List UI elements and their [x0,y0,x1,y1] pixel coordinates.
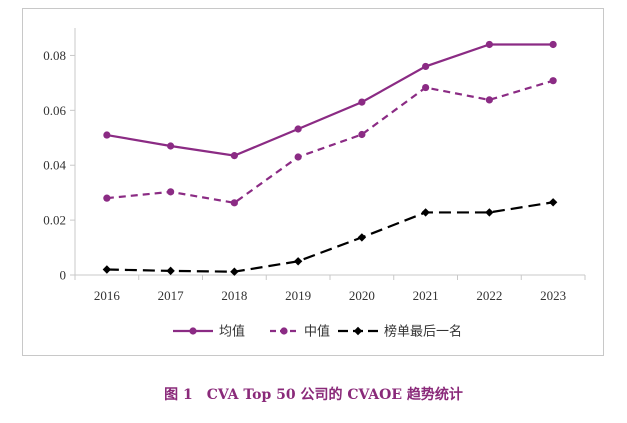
data-point-last-place [166,266,175,276]
legend-marker [189,327,197,335]
data-point-median [103,194,111,202]
data-point-mean [294,125,302,133]
series-median [103,77,557,207]
x-tick-label: 2022 [476,288,502,303]
data-point-median [485,96,493,104]
legend-item-last-place: 榜单最后一名 [338,324,462,340]
x-tick-label: 2018 [221,288,247,303]
x-tick-label: 2023 [540,288,566,303]
figure-frame [22,8,604,356]
y-tick-label: 0 [60,268,67,283]
line-chart: 0 0.02 0.04 0.06 0.08 2016 2017 2018 2019 2020 202… [43,28,586,340]
y-tick-label: 0.02 [43,213,66,228]
x-tick-label: 2021 [413,288,439,303]
x-tick-label: 2017 [158,288,185,303]
y-tick-label: 0.06 [43,103,66,118]
series-line-last-place [106,201,554,273]
legend-item-median: 中值 [270,324,330,340]
data-point-median [358,130,366,139]
data-point-median [167,188,175,196]
legend-item-mean: 均值 [173,324,245,340]
figure-caption: 图 1 CVA Top 50 公司的 CVAOE 趋势统计 [164,387,463,403]
data-point-median [230,199,238,207]
chart-series-layer [102,40,558,276]
data-point-mean [103,131,111,139]
data-point-median [549,77,557,85]
data-point-last-place [485,208,494,217]
chart-legend: 均值 中值 榜单最后一名 [173,324,462,340]
series-line-mean [106,43,554,157]
data-point-median [294,153,302,161]
x-tick-label: 2020 [349,288,375,303]
y-tick-label: 0.08 [43,48,66,63]
data-point-mean [230,152,238,160]
data-point-median [422,83,430,92]
legend-label: 均值 [219,324,245,340]
data-point-mean [422,62,430,71]
legend-label: 中值 [304,324,330,340]
data-point-mean [549,40,557,49]
legend-marker [353,326,363,336]
legend-label: 榜单最后一名 [384,324,462,340]
data-point-mean [167,142,175,150]
series-mean [103,40,557,160]
series-line-median [106,79,554,204]
x-tick-label: 2019 [285,288,311,303]
x-tick-label: 2016 [94,288,121,303]
data-point-last-place [102,265,112,274]
data-point-last-place [421,208,430,217]
data-point-last-place [357,233,367,242]
data-point-last-place [293,257,303,266]
series-last-place [102,198,558,276]
data-point-mean [358,98,366,106]
data-point-mean [485,40,493,49]
legend-marker [280,327,288,335]
y-tick-label: 0.04 [43,158,66,173]
data-point-last-place [230,267,239,276]
data-point-last-place [548,198,558,207]
chart-axes: 0 0.02 0.04 0.06 0.08 2016 2017 2018 2019 2020 202… [43,28,586,303]
